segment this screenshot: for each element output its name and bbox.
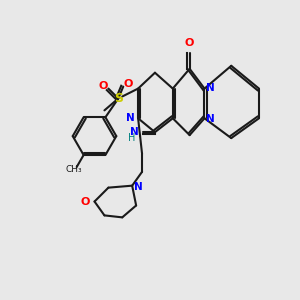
Text: N: N [130,127,139,137]
Text: O: O [124,79,133,88]
Text: O: O [80,196,90,206]
Text: O: O [99,81,108,91]
Text: S: S [114,92,123,105]
Text: CH₃: CH₃ [65,165,82,174]
Text: N: N [206,82,215,93]
Text: N: N [206,114,215,124]
Text: H: H [128,133,136,143]
Text: N: N [126,113,135,123]
Text: N: N [134,182,143,192]
Text: O: O [185,38,194,48]
